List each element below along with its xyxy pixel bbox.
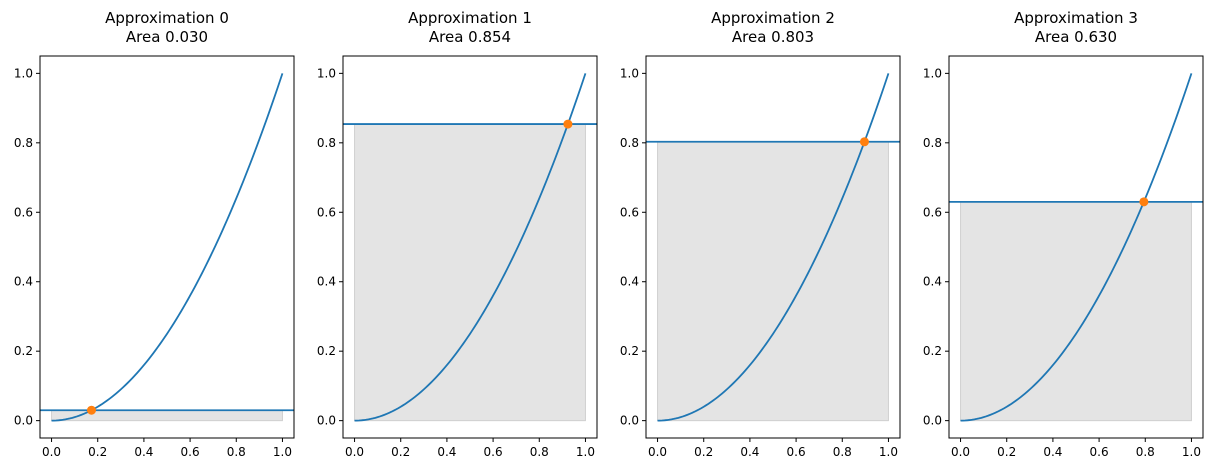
y-tick-label: 0.4 — [620, 275, 639, 289]
area-rectangle — [657, 141, 889, 422]
x-tick-label: 0.6 — [787, 445, 806, 459]
y-tick-label: 1.0 — [923, 66, 942, 80]
x-tick-label: 0.0 — [42, 445, 61, 459]
y-tick-label: 0.2 — [14, 344, 33, 358]
y-tick-label: 0.4 — [923, 275, 942, 289]
y-tick-label: 0.0 — [14, 414, 33, 428]
y-tick-label: 0.8 — [620, 136, 639, 150]
x-tick-label: 0.2 — [88, 445, 107, 459]
x-tick-label: 0.4 — [1043, 445, 1062, 459]
subplot-title: Approximation 0 — [105, 9, 229, 27]
y-tick-label: 0.8 — [923, 136, 942, 150]
x-tick-label: 1.0 — [273, 445, 292, 459]
y-tick-label: 0.6 — [14, 205, 33, 219]
intersection-point — [1139, 197, 1149, 207]
y-tick-label: 0.6 — [317, 205, 336, 219]
x-tick-label: 0.2 — [997, 445, 1016, 459]
y-tick-label: 1.0 — [317, 66, 336, 80]
x-tick-label: 1.0 — [1182, 445, 1201, 459]
x-tick-label: 0.8 — [1136, 445, 1155, 459]
subplot-subtitle: Area 0.630 — [1035, 28, 1117, 46]
y-tick-label: 0.0 — [317, 414, 336, 428]
x-tick-label: 1.0 — [879, 445, 898, 459]
y-tick-label: 0.8 — [14, 136, 33, 150]
subplot-3: 0.0 0.2 0.4 0.6 0.8 1.0 0.0 0.2 0.4 0.6 0.8 1.0 Appr… — [923, 9, 1204, 459]
x-tick-label: 0.6 — [484, 445, 503, 459]
x-tick-label: 1.0 — [576, 445, 595, 459]
subplot-title: Approximation 1 — [408, 9, 532, 27]
subplot-1: 0.0 0.2 0.4 0.6 0.8 1.0 0.0 0.2 0.4 0.6 0.8 1.0 Appr… — [317, 9, 598, 459]
area-rectangle — [960, 201, 1192, 422]
subplot-2: 0.0 0.2 0.4 0.6 0.8 1.0 0.0 0.2 0.4 0.6 0.8 1.0 Appr… — [620, 9, 901, 459]
x-tick-label: 0.4 — [437, 445, 456, 459]
curve-line — [960, 73, 1193, 422]
plot-area — [40, 73, 294, 422]
subplot-0: 0.0 0.2 0.4 0.6 0.8 1.0 0.0 0.2 0.4 0.6 0.8 1.0 Appr… — [14, 9, 295, 459]
x-tick-label: 0.8 — [833, 445, 852, 459]
x-tick-label: 0.2 — [694, 445, 713, 459]
subplot-title: Approximation 3 — [1014, 9, 1138, 27]
y-tick-label: 1.0 — [14, 66, 33, 80]
plot-area — [343, 73, 597, 422]
subplot-subtitle: Area 0.803 — [732, 28, 814, 46]
intersection-point — [86, 405, 96, 415]
y-tick-label: 1.0 — [620, 66, 639, 80]
y-tick-label: 0.2 — [317, 344, 336, 358]
x-tick-label: 0.4 — [134, 445, 153, 459]
x-tick-label: 0.8 — [530, 445, 549, 459]
curve-line — [657, 73, 890, 422]
y-tick-label: 0.6 — [923, 205, 942, 219]
y-tick-label: 0.4 — [14, 275, 33, 289]
subplot-subtitle: Area 0.854 — [429, 28, 511, 46]
x-tick-label: 0.4 — [740, 445, 759, 459]
axes-frame — [342, 55, 598, 439]
intersection-point — [563, 119, 573, 129]
x-tick-label: 0.6 — [181, 445, 200, 459]
area-rectangle — [51, 409, 283, 422]
y-tick-label: 0.2 — [620, 344, 639, 358]
x-tick-label: 0.0 — [648, 445, 667, 459]
y-tick-label: 0.0 — [923, 414, 942, 428]
intersection-point — [859, 137, 869, 147]
axes-frame — [39, 55, 295, 439]
subplot-title: Approximation 2 — [711, 9, 835, 27]
plot-area — [949, 73, 1203, 422]
x-tick-label: 0.0 — [345, 445, 364, 459]
x-tick-label: 0.6 — [1090, 445, 1109, 459]
y-tick-label: 0.2 — [923, 344, 942, 358]
y-tick-label: 0.8 — [317, 136, 336, 150]
y-tick-label: 0.4 — [317, 275, 336, 289]
axes-frame — [645, 55, 901, 439]
curve-line — [354, 73, 587, 422]
subplot-subtitle: Area 0.030 — [126, 28, 208, 46]
x-tick-label: 0.0 — [951, 445, 970, 459]
area-rectangle — [354, 123, 586, 422]
y-tick-label: 0.6 — [620, 205, 639, 219]
plot-area — [646, 73, 900, 422]
x-tick-label: 0.2 — [391, 445, 410, 459]
curve-line — [51, 73, 284, 422]
x-tick-label: 0.8 — [227, 445, 246, 459]
y-tick-label: 0.0 — [620, 414, 639, 428]
axes-frame — [948, 55, 1204, 439]
